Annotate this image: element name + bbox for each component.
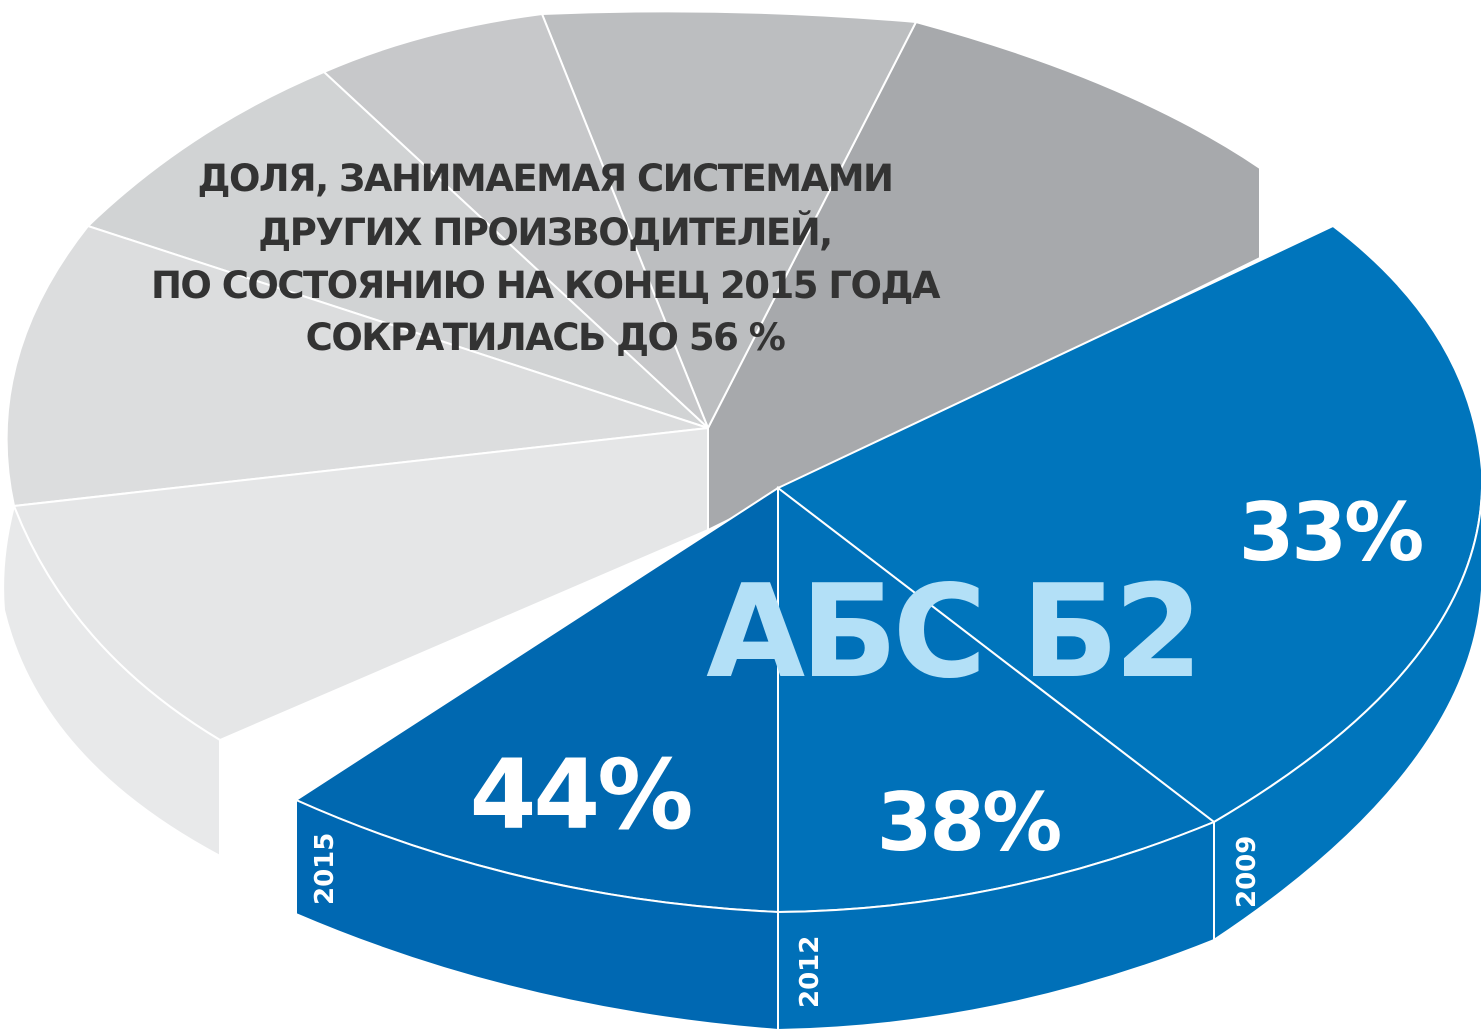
caption-line-4: СОКРАТИЛАСЬ ДО 56 % [306, 316, 785, 359]
year-label-2015: 2015 [310, 833, 340, 905]
brand-wedges [293, 224, 1484, 1032]
others-wedges [2, 10, 1261, 858]
year-labels: 2015 2012 2009 [310, 833, 1262, 1008]
value-label-2009: 33% [1239, 486, 1422, 579]
value-labels: 44% 38% 33% [470, 486, 1425, 869]
caption-line-3: ПО СОСТОЯНИЮ НА КОНЕЦ 2015 ГОДА [151, 264, 941, 307]
others-wedge-5 [5, 224, 709, 508]
caption: ДОЛЯ, ЗАНИМАЕМАЯ СИСТЕМАМИ ДРУГИХ ПРОИЗВ… [151, 157, 942, 359]
year-label-2009: 2009 [1232, 836, 1262, 908]
others-wedge-2 [540, 10, 918, 431]
brand-side-2009 [1213, 469, 1484, 942]
value-label-2015: 44% [470, 739, 692, 851]
others-wedge-1 [707, 20, 1261, 532]
year-label-2012: 2012 [795, 936, 825, 1008]
brand-label: АБС Б2 [706, 558, 1198, 707]
value-label-2012: 38% [877, 776, 1060, 869]
others-side-left [2, 502, 221, 858]
others-wedge-4 [86, 70, 709, 429]
caption-line-1: ДОЛЯ, ЗАНИМАЕМАЯ СИСТЕМАМИ [197, 157, 892, 200]
caption-line-2: ДРУГИХ ПРОИЗВОДИТЕЛЕЙ, [258, 210, 831, 254]
others-wedge-3 [322, 12, 709, 429]
